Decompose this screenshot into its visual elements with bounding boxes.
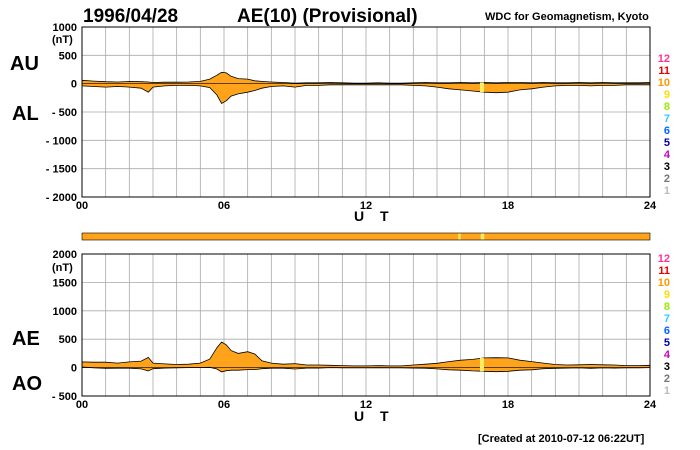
chart-title: AE(10) (Provisional) <box>237 6 418 27</box>
au-al-y-tick-label: 1000 <box>53 22 77 34</box>
ae-ao-panel: 2000 1500 1000 500 0 - 500 00 06 12 18 24 (nT) AE… <box>12 249 657 424</box>
au-al-panel: 1000 500 0 - 500 - 1000 - 1500 - 2000 00 06 12 18… <box>10 22 657 224</box>
station-bar-fill <box>81 232 651 241</box>
ae-label: AE <box>12 328 40 350</box>
ae-ao-x-tick-label: 12 <box>360 399 372 411</box>
ao-label: AO <box>12 373 42 395</box>
au-al-x-tick-label: 06 <box>218 200 230 212</box>
ae-ao-x-tick-label: 24 <box>644 399 657 411</box>
al-label: AL <box>12 103 39 125</box>
au-al-y-tick-label: - 1000 <box>46 135 77 147</box>
legend-station-count-9: 9 <box>664 289 670 301</box>
legend-station-count-1: 1 <box>664 385 670 397</box>
au-al-y-tick-label: - 2000 <box>46 192 77 204</box>
au-al-x-tick-label: 12 <box>360 200 372 212</box>
legend-station-count-9: 9 <box>664 89 670 101</box>
created-timestamp: [Created at 2010-07-12 06:22UT] <box>478 433 645 445</box>
au-al-x-ticks: 00 06 12 18 24 <box>76 200 657 212</box>
ae-ao-unit: (nT) <box>52 262 73 274</box>
legend-station-count-5: 5 <box>664 337 670 349</box>
legend-station-count-2: 2 <box>664 173 670 185</box>
au-al-x-tick-label: 00 <box>76 200 88 212</box>
au-al-unit: (nT) <box>52 34 73 46</box>
ae-ao-x-axis-label: U T <box>354 408 395 424</box>
au-al-y-tick-label: - 500 <box>52 107 77 119</box>
legend-station-count-4: 4 <box>664 349 671 361</box>
ae-ao-grid <box>82 254 650 396</box>
legend-station-count-7: 7 <box>664 313 670 325</box>
au-al-frame <box>81 26 651 198</box>
ae-ao-x-tick-label: 00 <box>76 399 88 411</box>
legend-station-count-3: 3 <box>664 161 670 173</box>
ae-ao-x-tick-label: 18 <box>502 399 514 411</box>
au-al-station-highlight <box>479 82 484 93</box>
legend-station-count-6: 6 <box>664 125 670 137</box>
au-al-grid <box>82 27 650 197</box>
legend-station-count-11: 11 <box>658 65 670 77</box>
legend-station-count-4: 4 <box>664 149 671 161</box>
legend-station-count-12: 12 <box>658 253 670 265</box>
au-al-x-axis-label: U T <box>354 208 395 224</box>
ae-ao-y-tick-label: 0 <box>71 363 77 375</box>
au-al-x-tick-label: 24 <box>644 200 657 212</box>
legend-station-count-5: 5 <box>664 137 670 149</box>
au-al-y-tick-label: 500 <box>59 50 77 62</box>
source-label: WDC for Geomagnetism, Kyoto <box>485 11 649 23</box>
station-bar-highlight <box>458 233 461 240</box>
legend-station-count-11: 11 <box>658 265 670 277</box>
legend-station-count-6: 6 <box>664 325 670 337</box>
ae-ao-station-highlight <box>479 357 484 372</box>
au-al-y-tick-label: - 1500 <box>46 164 77 176</box>
legend-station-count-2: 2 <box>664 373 670 385</box>
au-al-x-tick-label: 18 <box>502 200 514 212</box>
station-coverage-bar <box>81 232 651 241</box>
legend-station-count-12: 12 <box>658 53 670 65</box>
legend-station-count-8: 8 <box>664 301 670 313</box>
legend-station-count-10: 10 <box>658 77 670 89</box>
ae-ao-y-ticks: 2000 1500 1000 500 0 - 500 <box>52 249 77 403</box>
legend-station-count-8: 8 <box>664 101 670 113</box>
chart-date: 1996/04/28 <box>83 6 178 27</box>
au-label: AU <box>10 53 39 75</box>
ae-ao-y-tick-label: - 500 <box>52 391 77 403</box>
ae-ao-y-tick-label: 500 <box>59 334 77 346</box>
legend-station-count-1: 1 <box>664 185 670 197</box>
ae-ao-y-tick-label: 1500 <box>53 277 77 289</box>
ae-ao-x-tick-label: 06 <box>218 399 230 411</box>
ae-ao-y-tick-label: 2000 <box>53 249 77 261</box>
station-bar-highlight <box>480 233 485 240</box>
au-al-y-tick-label: 0 <box>71 79 77 91</box>
legend-station-count-7: 7 <box>664 113 670 125</box>
ae-ao-x-ticks: 00 06 12 18 24 <box>76 399 657 411</box>
au-al-y-ticks: 1000 500 0 - 500 - 1000 - 1500 - 2000 <box>46 22 77 204</box>
ae-ao-frame <box>81 253 651 397</box>
legend-station-count-10: 10 <box>658 277 670 289</box>
ae-ao-y-tick-label: 1000 <box>53 306 77 318</box>
legend-station-count-3: 3 <box>664 361 670 373</box>
